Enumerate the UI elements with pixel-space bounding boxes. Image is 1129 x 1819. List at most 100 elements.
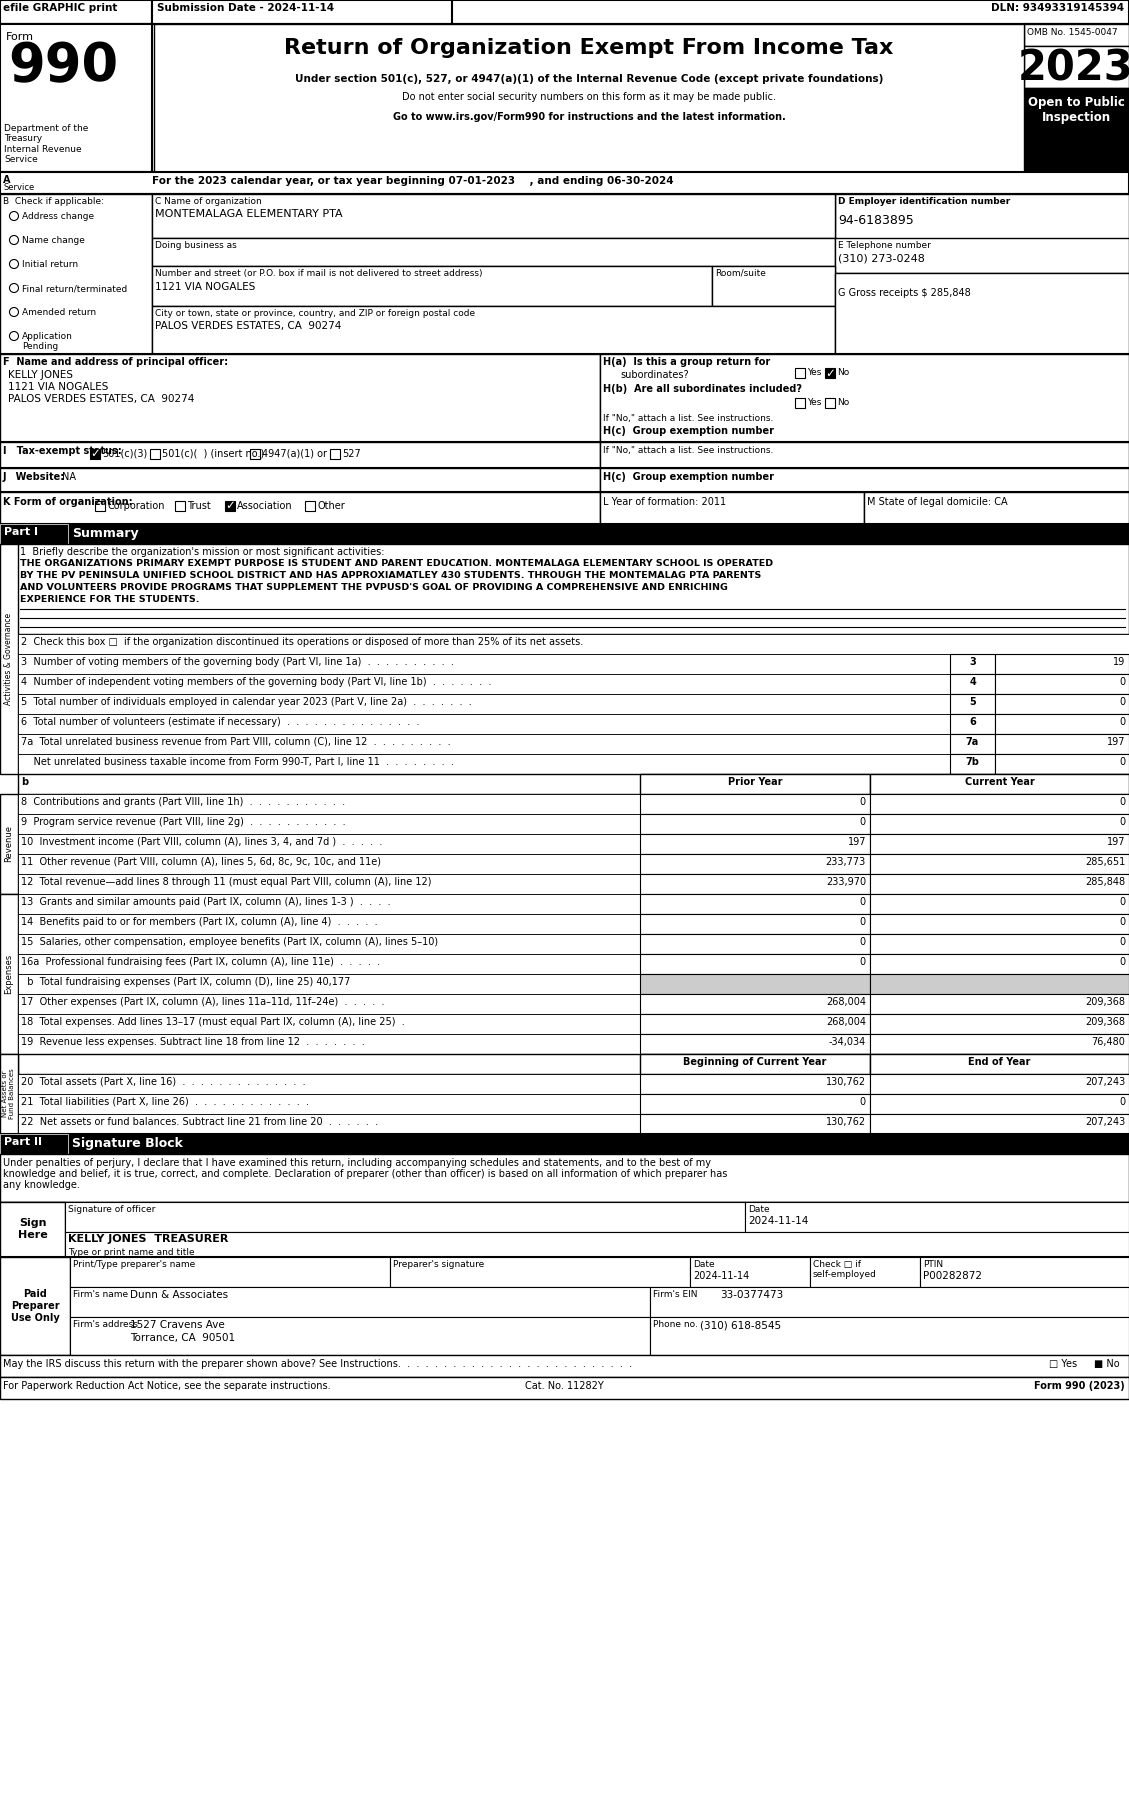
Text: G Gross receipts $ 285,848: G Gross receipts $ 285,848: [838, 287, 971, 298]
Bar: [949, 755, 995, 775]
Text: PALOS VERDES ESTATES, CA  90274: PALOS VERDES ESTATES, CA 90274: [155, 320, 341, 331]
Text: H(c)  Group exemption number: H(c) Group exemption number: [603, 426, 774, 437]
Text: 7b: 7b: [965, 757, 980, 768]
Text: 8  Contributions and grants (Part VIII, line 1h)  .  .  .  .  .  .  .  .  .  .  : 8 Contributions and grants (Part VIII, l…: [21, 797, 345, 808]
Text: Application
Pending: Application Pending: [21, 333, 73, 351]
Text: Net unrelated business taxable income from Form 990-T, Part I, line 11  .  .  . : Net unrelated business taxable income fr…: [21, 757, 454, 768]
Text: Under penalties of perjury, I declare that I have examined this return, includin: Under penalties of perjury, I declare th…: [3, 1159, 711, 1168]
Text: Do not enter social security numbers on this form as it may be made public.: Do not enter social security numbers on …: [402, 93, 776, 102]
Bar: [0, 1257, 70, 1355]
Text: 13  Grants and similar amounts paid (Part IX, column (A), lines 1-3 )  .  .  .  : 13 Grants and similar amounts paid (Part…: [21, 897, 391, 908]
Bar: [835, 273, 1129, 355]
Text: b: b: [21, 777, 28, 788]
Text: efile GRAPHIC print: efile GRAPHIC print: [3, 4, 117, 13]
Bar: [0, 0, 152, 24]
Text: Firm's name: Firm's name: [73, 1290, 128, 1299]
Text: b  Total fundraising expenses (Part IX, column (D), line 25) 40,177: b Total fundraising expenses (Part IX, c…: [21, 977, 350, 988]
Bar: [0, 0, 1129, 24]
Text: H(a)  Is this a group return for: H(a) Is this a group return for: [603, 357, 770, 367]
Bar: [640, 1013, 870, 1033]
Text: 197: 197: [1106, 737, 1124, 748]
Bar: [870, 1073, 1129, 1093]
Text: 2024-11-14: 2024-11-14: [693, 1271, 750, 1281]
Text: 6  Total number of volunteers (estimate if necessary)  .  .  .  .  .  .  .  .  .: 6 Total number of volunteers (estimate i…: [21, 717, 420, 728]
Text: Service: Service: [3, 184, 34, 193]
Bar: [70, 1257, 390, 1288]
Text: 0: 0: [1119, 817, 1124, 828]
Bar: [70, 1288, 650, 1317]
Text: 0: 0: [1119, 697, 1124, 708]
Text: 22  Net assets or fund balances. Subtract line 21 from line 20  .  .  .  .  .  .: 22 Net assets or fund balances. Subtract…: [21, 1117, 378, 1128]
Text: I   Tax-exempt status:: I Tax-exempt status:: [3, 446, 122, 457]
Text: H(c)  Group exemption number: H(c) Group exemption number: [603, 471, 774, 482]
Bar: [949, 715, 995, 735]
Bar: [995, 755, 1129, 775]
Bar: [152, 266, 712, 306]
Bar: [995, 675, 1129, 695]
Bar: [0, 893, 18, 1053]
Text: Trust: Trust: [187, 500, 211, 511]
Text: THE ORGANIZATIONS PRIMARY EXEMPT PURPOSE IS STUDENT AND PARENT EDUCATION. MONTEM: THE ORGANIZATIONS PRIMARY EXEMPT PURPOSE…: [20, 558, 773, 568]
Text: Address change: Address change: [21, 213, 94, 220]
Text: Check □ if
self-employed: Check □ if self-employed: [813, 1261, 877, 1279]
Bar: [0, 1153, 1129, 1202]
Text: (310) 618-8545: (310) 618-8545: [700, 1321, 781, 1330]
Bar: [18, 1033, 1129, 1053]
Text: 14  Benefits paid to or for members (Part IX, column (A), line 4)  .  .  .  .  .: 14 Benefits paid to or for members (Part…: [21, 917, 377, 928]
Text: End of Year: End of Year: [969, 1057, 1031, 1068]
Text: B  Check if applicable:: B Check if applicable:: [3, 196, 104, 206]
Bar: [920, 1257, 1129, 1288]
Text: E Telephone number: E Telephone number: [838, 240, 931, 249]
Bar: [0, 544, 18, 775]
Text: knowledge and belief, it is true, correct, and complete. Declaration of preparer: knowledge and belief, it is true, correc…: [3, 1170, 727, 1179]
Bar: [250, 449, 260, 458]
Bar: [0, 24, 1129, 173]
Text: Phone no.: Phone no.: [653, 1321, 698, 1330]
Text: 0: 0: [1119, 917, 1124, 928]
Bar: [949, 655, 995, 675]
Text: Paid
Preparer
Use Only: Paid Preparer Use Only: [10, 1290, 60, 1322]
Text: Cat. No. 11282Y: Cat. No. 11282Y: [525, 1381, 604, 1392]
Text: 0: 0: [1119, 717, 1124, 728]
Text: Expenses: Expenses: [5, 953, 14, 995]
Bar: [0, 24, 152, 173]
Text: 11  Other revenue (Part VIII, column (A), lines 5, 6d, 8c, 9c, 10c, and 11e): 11 Other revenue (Part VIII, column (A),…: [21, 857, 380, 868]
Text: L Year of formation: 2011: L Year of formation: 2011: [603, 497, 726, 508]
Bar: [0, 173, 1129, 195]
Text: 268,004: 268,004: [826, 997, 866, 1008]
Text: Date: Date: [749, 1204, 770, 1213]
Text: H(b)  Are all subordinates included?: H(b) Are all subordinates included?: [603, 384, 802, 395]
Text: 76,480: 76,480: [1091, 1037, 1124, 1048]
Bar: [18, 755, 1129, 775]
Bar: [650, 1317, 1129, 1355]
Bar: [599, 355, 1129, 442]
Text: KELLY JONES  TREASURER: KELLY JONES TREASURER: [68, 1233, 228, 1244]
Text: 17  Other expenses (Part IX, column (A), lines 11a–11d, 11f–24e)  .  .  .  .  .: 17 Other expenses (Part IX, column (A), …: [21, 997, 385, 1008]
Text: 19  Revenue less expenses. Subtract line 18 from line 12  .  .  .  .  .  .  .: 19 Revenue less expenses. Subtract line …: [21, 1037, 365, 1048]
Text: Number and street (or P.O. box if mail is not delivered to street address): Number and street (or P.O. box if mail i…: [155, 269, 482, 278]
Text: Yes: Yes: [807, 367, 822, 377]
Text: Dunn & Associates: Dunn & Associates: [130, 1290, 228, 1301]
Bar: [330, 449, 340, 458]
Text: If "No," attach a list. See instructions.: If "No," attach a list. See instructions…: [603, 446, 773, 455]
Text: 5: 5: [969, 697, 975, 708]
Bar: [835, 195, 1129, 355]
Text: 1  Briefly describe the organization's mission or most significant activities:: 1 Briefly describe the organization's mi…: [20, 548, 385, 557]
Text: Association: Association: [237, 500, 292, 511]
Bar: [640, 795, 870, 813]
Text: 1527 Cravens Ave: 1527 Cravens Ave: [130, 1321, 225, 1330]
Text: C Name of organization: C Name of organization: [155, 196, 262, 206]
Text: 15  Salaries, other compensation, employee benefits (Part IX, column (A), lines : 15 Salaries, other compensation, employe…: [21, 937, 438, 948]
Text: 130,762: 130,762: [826, 1077, 866, 1088]
Bar: [995, 695, 1129, 715]
Bar: [0, 442, 1129, 467]
Bar: [18, 953, 1129, 973]
Bar: [640, 953, 870, 973]
Bar: [870, 893, 1129, 913]
Bar: [0, 355, 599, 442]
Text: ✓: ✓: [90, 447, 100, 460]
Bar: [0, 467, 1129, 491]
Bar: [1024, 87, 1129, 173]
Text: J   Website:: J Website:: [3, 471, 65, 482]
Text: 501(c)(3): 501(c)(3): [102, 449, 147, 458]
